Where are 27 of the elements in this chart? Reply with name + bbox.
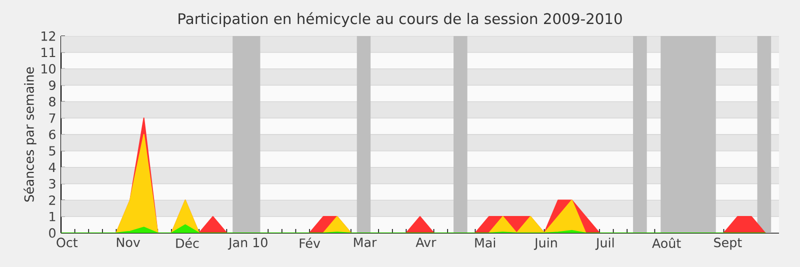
x-tick-label: Nov [116,238,140,248]
y-axis-title: Séances par semaine [24,67,36,202]
x-tick-label: Avr [416,238,436,247]
x-tick-label: Sept [714,238,742,250]
y-tick-label: 7 [49,113,56,123]
x-tick-label: Juin [534,238,557,250]
x-tick-label: Mar [354,238,377,248]
y-tick-label: 9 [49,80,56,90]
y-tick-label: 8 [49,96,56,106]
y-tick-label: 5 [49,146,56,156]
x-tick-label: Août [652,238,681,248]
y-tick-label: 6 [49,130,56,140]
y-tick-label: 4 [48,162,56,172]
x-tick-label: Fév [300,238,320,248]
x-tick-label: Déc [176,238,199,248]
y-tick-label: 1 [50,212,56,222]
x-tick-label: Oct [56,238,78,248]
x-tick-label: Mai [475,238,496,248]
x-tick-label: Juil [595,238,614,250]
y-tick-label: 3 [49,178,56,189]
y-tick-label: 12 [42,31,56,41]
y-tick-label: 2 [49,195,56,205]
y-tick-label: 0 [49,228,56,238]
x-tick-label: Jan 10 [228,238,268,250]
y-tick-label: 11 [42,48,56,58]
chart-title: Participation en hémicycle au cours de la session 2009-2010 [178,12,622,28]
y-tick-label: 10 [42,64,56,74]
